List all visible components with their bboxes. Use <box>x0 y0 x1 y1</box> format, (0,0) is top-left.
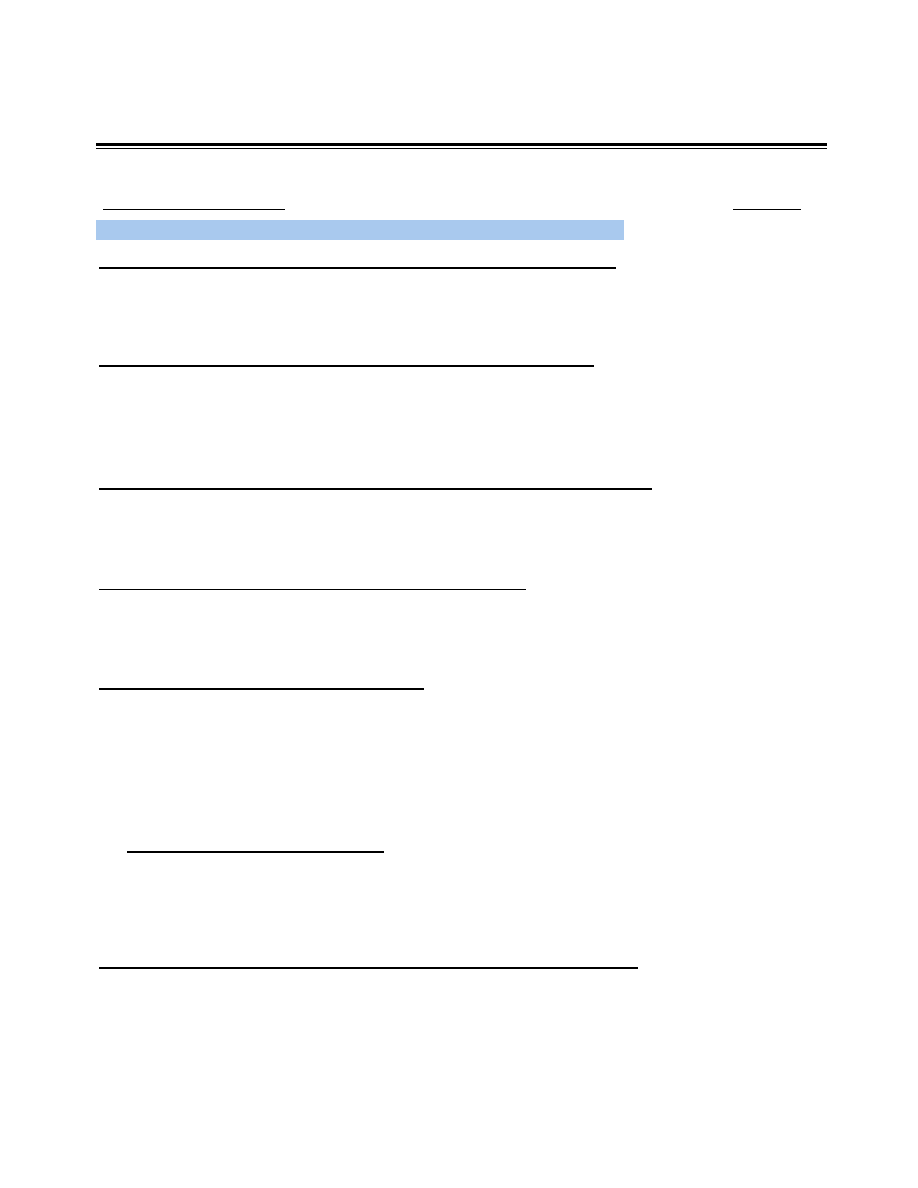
blank-line-top-left <box>103 209 285 210</box>
header-rule-thin <box>96 148 827 149</box>
blank-line-top-right <box>733 209 801 210</box>
header-rule-thick <box>96 143 827 146</box>
blank-line-5 <box>99 688 424 690</box>
highlight-bar <box>96 220 624 240</box>
blank-line-1 <box>99 267 616 269</box>
blank-line-7 <box>99 967 638 969</box>
blank-line-2 <box>99 365 594 367</box>
blank-line-6 <box>127 851 384 853</box>
blank-line-4 <box>99 589 526 590</box>
header-double-rule <box>96 143 827 150</box>
blank-line-3 <box>99 488 652 490</box>
